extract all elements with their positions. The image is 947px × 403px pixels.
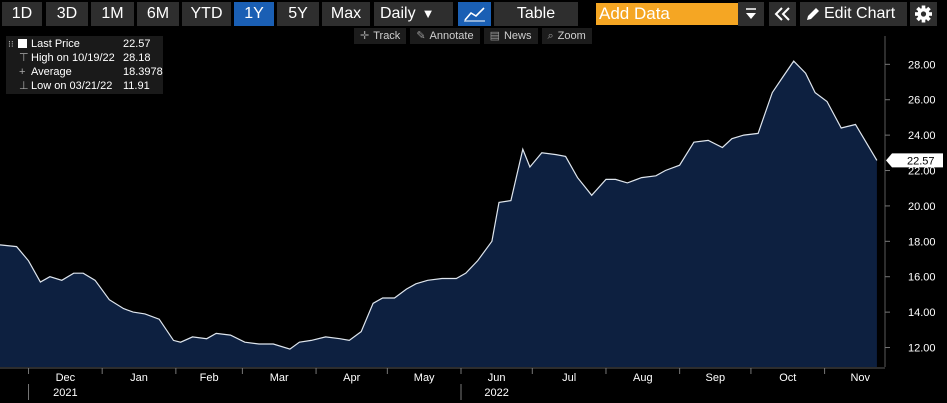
drag-handle-icon: ⁝⁝: [8, 39, 14, 49]
chart-toolbar: 1D 3D 1M 6M YTD 1Y 5Y Max Daily ▼ Table A…: [0, 0, 947, 28]
gear-icon: [915, 5, 932, 23]
legend-panel: ⁝⁝ Last Price 22.57 ⊤ High on 10/19/22 2…: [6, 36, 163, 94]
legend-last-label: Last Price: [31, 38, 80, 50]
legend-average-value: 18.3978: [123, 66, 163, 78]
price-chart[interactable]: 12.00 14.00 16.00 18.00 20.00 22.00 24.00 26.00…: [0, 28, 947, 403]
annotate-icon: ✎: [416, 30, 426, 42]
news-button[interactable]: ▤ News: [483, 28, 538, 44]
legend-low-label: Low on 03/21/22: [31, 80, 113, 92]
range-1d-button[interactable]: 1D: [2, 2, 42, 26]
y-tick-label: 22.00: [908, 166, 936, 178]
last-price-marker: 22.57: [886, 153, 943, 168]
range-5y-button[interactable]: 5Y: [277, 2, 319, 26]
x-tick-label-month: Dec: [56, 372, 76, 384]
y-tick-label: 20.00: [908, 201, 936, 213]
frequency-dropdown[interactable]: Daily ▼: [374, 2, 453, 26]
x-tick-label-month: Sep: [705, 372, 725, 384]
y-tick-label: 26.00: [908, 95, 936, 107]
crosshair-icon: ✛: [360, 30, 370, 42]
range-3d-button[interactable]: 3D: [46, 2, 88, 26]
legend-high-value: 28.18: [123, 52, 151, 64]
dropdown-arrow-icon: ▼: [421, 6, 435, 21]
y-tick-label: 14.00: [908, 307, 936, 319]
legend-low-value: 11.91: [123, 80, 150, 92]
zoom-label: Zoom: [557, 30, 586, 42]
y-tick-label: 24.00: [908, 130, 936, 142]
x-tick-label-year: 2022: [484, 387, 508, 399]
y-tick-label: 28.00: [908, 59, 936, 71]
collapse-button[interactable]: [769, 2, 796, 26]
magnifier-icon: ⌕: [547, 30, 554, 42]
legend-high-label: High on 10/19/22: [31, 52, 115, 64]
range-max-button[interactable]: Max: [322, 2, 370, 26]
table-view-button[interactable]: Table: [494, 2, 578, 26]
annotate-button[interactable]: ✎ Annotate: [410, 28, 480, 44]
range-6m-button[interactable]: 6M: [137, 2, 179, 26]
x-tick-label-month: May: [414, 372, 435, 384]
x-tick-label-month: Jan: [130, 372, 148, 384]
last-price-tag-label: 22.57: [907, 155, 935, 167]
x-tick-label-month: Oct: [779, 372, 796, 384]
x-tick-label-month: Feb: [200, 372, 219, 384]
y-axis-ticks: 12.00 14.00 16.00 18.00 20.00 22.00 24.00 26.00…: [885, 59, 936, 355]
legend-swatch: [18, 39, 27, 48]
x-tick-label-year: 2021: [53, 387, 77, 399]
track-label: Track: [373, 30, 401, 42]
price-area-fill: [0, 61, 877, 367]
average-marker-icon: +: [19, 66, 26, 78]
range-1m-button[interactable]: 1M: [91, 2, 134, 26]
y-tick-label: 16.00: [908, 272, 936, 284]
range-1y-button[interactable]: 1Y: [234, 2, 274, 26]
menu-down-icon: [746, 8, 756, 19]
zoom-button[interactable]: ⌕ Zoom: [541, 28, 592, 44]
chart-sub-toolbar: ✛ Track ✎ Annotate ▤ News ⌕ Zoom: [354, 28, 592, 44]
x-tick-label-month: Apr: [343, 372, 360, 384]
edit-chart-button[interactable]: Edit Chart: [800, 2, 907, 26]
legend-average: + Average 18.3978: [6, 66, 163, 79]
x-tick-label-month: Aug: [633, 372, 653, 384]
x-tick-label-month: Jul: [562, 372, 576, 384]
add-data-input[interactable]: Add Data: [596, 3, 762, 25]
pencil-icon: [807, 8, 819, 20]
x-axis-ticks: Dec 2021 Jan Feb Mar Apr May Jun 2022 Jul Aug Sep Oc…: [28, 368, 871, 400]
legend-low: ⊥ Low on 03/21/22 11.91: [6, 80, 163, 93]
low-marker-icon: ⊥: [19, 80, 29, 92]
double-chevron-left-icon: [774, 7, 790, 21]
legend-last-price: ⁝⁝ Last Price 22.57: [6, 38, 163, 51]
y-tick-label: 18.00: [908, 236, 936, 248]
frequency-label: Daily: [380, 5, 416, 22]
x-tick-label-month: Mar: [270, 372, 289, 384]
x-tick-label-month: Jun: [488, 372, 506, 384]
news-icon: ▤: [489, 30, 500, 42]
line-chart-view-button[interactable]: [458, 2, 491, 26]
legend-high: ⊤ High on 10/19/22 28.18: [6, 52, 163, 65]
y-tick-label: 12.00: [908, 343, 936, 355]
legend-last-value: 22.57: [123, 38, 151, 50]
news-label: News: [503, 30, 532, 42]
legend-average-label: Average: [31, 66, 72, 78]
annotate-label: Annotate: [429, 30, 474, 42]
last-price-tag: [886, 153, 943, 168]
range-ytd-button[interactable]: YTD: [182, 2, 231, 26]
settings-button[interactable]: [910, 2, 937, 26]
edit-chart-label: Edit Chart: [824, 5, 896, 22]
price-line: [0, 60, 878, 350]
track-button[interactable]: ✛ Track: [354, 28, 407, 44]
line-chart-icon: [464, 7, 485, 22]
x-tick-label-month: Nov: [850, 372, 870, 384]
add-data-menu-button[interactable]: [738, 2, 764, 26]
high-marker-icon: ⊤: [19, 52, 29, 64]
